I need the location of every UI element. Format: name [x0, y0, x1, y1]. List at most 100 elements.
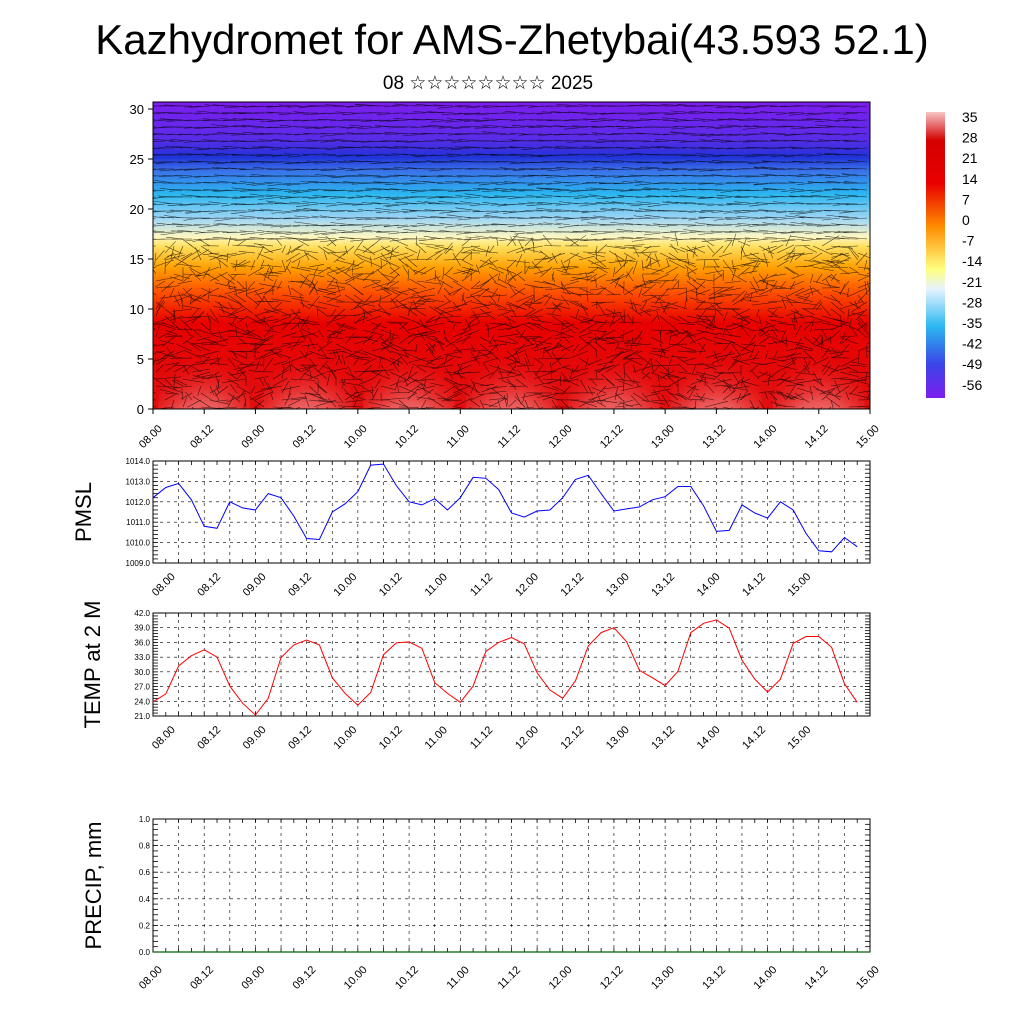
temp-ytick-label: 24.0 [134, 697, 150, 706]
temp-grid [153, 613, 870, 716]
temp-xtick-label: 08.00 [150, 724, 178, 752]
temp-xtick-label: 08.12 [195, 724, 223, 752]
temp-ytick-label: 27.0 [134, 683, 150, 692]
pmsl-xtick-label: 10.00 [332, 571, 360, 599]
heatmap-xtick-label: 11.00 [444, 423, 471, 450]
pmsl-xtick-label: 13.12 [649, 571, 677, 599]
colorbar: 35 28 21 14 7 0 -7 -14 -21 -28 -35 -42 -49 -56 [926, 109, 982, 398]
heatmap-xtick-label: 11.12 [496, 423, 523, 450]
colorbar-label: -56 [962, 377, 982, 393]
colorbar-label: 7 [962, 191, 970, 207]
pmsl-xtick-label: 14.12 [740, 571, 768, 599]
pmsl-ytick-label: 1010.0 [126, 539, 151, 548]
precip-xtick-label: 09.00 [239, 964, 267, 992]
colorbar-label: -14 [962, 253, 982, 269]
colorbar-label: -7 [962, 233, 975, 249]
pmsl-xtick-label: 12.00 [513, 571, 541, 599]
heatmap-xtick-label: 13.12 [700, 423, 728, 451]
precip-xtick-label: 08.12 [188, 964, 216, 992]
precip-xtick-label: 13.12 [700, 964, 728, 992]
temp-xtick-label: 09.12 [286, 724, 314, 752]
pmsl-ytick-label: 1012.0 [126, 498, 151, 507]
heatmap-xtick-label: 09.00 [239, 423, 267, 451]
pmsl-xtick-label: 08.12 [195, 571, 223, 599]
colorbar-label: -28 [962, 294, 982, 310]
precip-xtick-label: 12.12 [598, 964, 626, 992]
temp-line [152, 619, 858, 716]
temp-ytick-label: 21.0 [134, 712, 150, 721]
precip-xtick-label: 15.00 [854, 964, 882, 992]
temp-ytick-label: 42.0 [134, 609, 150, 618]
heatmap-xtick-label: 13.00 [649, 423, 677, 451]
wind-vectors [153, 103, 870, 409]
heatmap-xtick-label: 08.00 [137, 423, 165, 451]
heatmap-xtick-label: 15.00 [854, 423, 882, 451]
pmsl-minor-ticks [152, 460, 871, 564]
precip-xtick-label: 13.00 [649, 964, 677, 992]
heatmap-ytick-label: 20 [130, 202, 144, 217]
temp-ylabel: TEMP at 2 M [80, 601, 105, 729]
precip-ytick-label: 1.0 [139, 815, 151, 824]
pmsl-ytick-label: 1013.0 [126, 477, 151, 486]
precip-ytick-label: 0.2 [139, 921, 151, 930]
warm-daytime-areas [158, 339, 865, 409]
colorbar-label: 21 [962, 150, 978, 166]
heatmap-xtick-label: 09.12 [291, 423, 319, 451]
heatmap-xtick-label: 12.00 [547, 423, 575, 451]
temp-ytick-label: 39.0 [134, 624, 150, 633]
colorbar-label: 0 [962, 212, 970, 228]
temp-xtick-label: 13.00 [604, 724, 632, 752]
pmsl-xtick-label: 11.12 [468, 571, 495, 598]
colorbar-label: -21 [962, 274, 982, 290]
temp-xtick-label: 14.12 [740, 724, 768, 752]
pmsl-xtick-label: 13.00 [604, 571, 632, 599]
temp-xtick-label: 12.12 [559, 724, 587, 752]
temp-xtick-label: 13.12 [649, 724, 677, 752]
pmsl-xtick-label: 12.12 [559, 571, 587, 599]
chart-title: Kazhydromet for AMS-Zhetybai(43.593 52.1… [95, 16, 929, 63]
colorbar-label: 14 [962, 171, 978, 187]
heatmap-ytick-label: 0 [137, 402, 144, 417]
temp-ytick-label: 30.0 [134, 668, 150, 677]
pmsl-ytick-label: 1011.0 [126, 518, 150, 527]
temp-panel: 21.0 24.0 27.0 30.0 33.0 36.0 39.0 42.0 08.00 08.… [80, 601, 871, 752]
precip-ytick-label: 0.8 [139, 842, 151, 851]
warm-area-day-4 [465, 339, 558, 409]
pmsl-xtick-label: 08.00 [150, 571, 178, 599]
heatmap-xtick-label: 08.12 [188, 423, 216, 451]
pmsl-xtick-label: 14.00 [695, 571, 723, 599]
warm-area-day-7 [772, 339, 865, 409]
colorbar-label: 35 [962, 109, 978, 125]
precip-ytick-label: 0.4 [139, 895, 151, 904]
temp-xtick-label: 10.00 [332, 724, 360, 752]
precip-xtick-label: 10.12 [393, 964, 421, 992]
colorbar-label: -49 [962, 356, 982, 372]
heatmap-ytick-label: 10 [130, 302, 144, 317]
precip-panel: 0.0 0.2 0.4 0.6 0.8 1.0 08.00 08.12 09.00 09.12 10… [81, 815, 882, 992]
warm-area-day-3 [363, 339, 456, 409]
heatmap-xtick-label: 12.12 [598, 423, 626, 451]
pmsl-ytick-label: 1009.0 [126, 559, 151, 568]
precip-xtick-label: 09.12 [291, 964, 319, 992]
heatmap-xtick-label: 10.12 [393, 423, 421, 451]
pmsl-panel: 1009.0 1010.0 1011.0 1012.0 1013.0 1014.0 08.0… [71, 457, 871, 599]
heatmap-ytick-label: 15 [130, 252, 144, 267]
pmsl-xtick-label: 09.00 [241, 571, 269, 599]
pmsl-xtick-label: 10.12 [377, 571, 405, 599]
temp-xtick-label: 12.00 [513, 724, 541, 752]
heatmap-xtick-label: 14.12 [803, 423, 831, 451]
pmsl-ytick-label: 1014.0 [126, 457, 151, 466]
temp-xtick-label: 09.00 [241, 724, 269, 752]
precip-ytick-label: 0.0 [139, 948, 151, 957]
heatmap-ytick-label: 25 [130, 152, 144, 167]
precip-xtick-label: 11.00 [444, 964, 471, 991]
chart-subtitle: 08 ☆☆☆☆☆☆☆☆ 2025 [382, 73, 594, 94]
temp-minor-ticks [152, 612, 871, 717]
heatmap-xtick-label: 10.00 [342, 423, 370, 451]
heatmap-ytick-label: 5 [137, 352, 144, 367]
pmsl-grid [153, 461, 870, 563]
colorbar-gradient [926, 112, 945, 398]
pmsl-xtick-label: 11.00 [423, 571, 450, 598]
temp-xtick-label: 10.12 [377, 724, 405, 752]
precip-xtick-label: 10.00 [342, 964, 370, 992]
